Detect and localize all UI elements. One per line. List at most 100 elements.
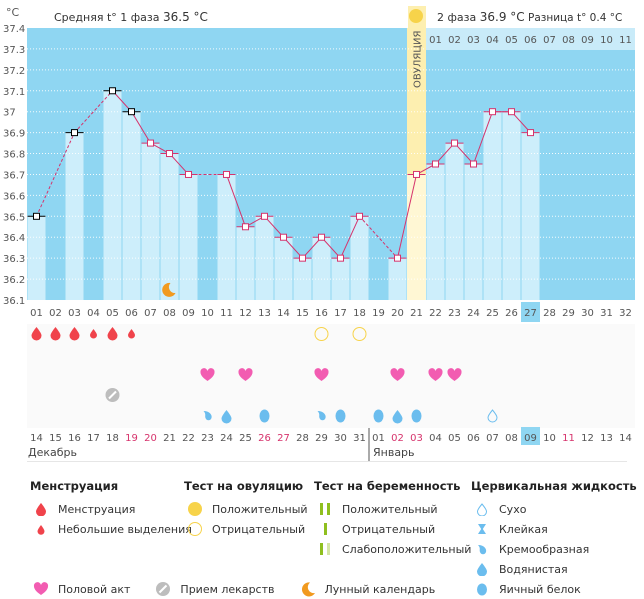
temperature-bar <box>103 90 122 301</box>
x-tick-label: 18 <box>353 308 366 319</box>
phase2-day-label: 06 <box>524 35 537 46</box>
calendar-date: 17 <box>87 433 100 444</box>
phase2-day-label: 10 <box>600 35 613 46</box>
fluid-watery-icon <box>221 410 232 424</box>
calendar-date: 25 <box>239 433 252 444</box>
calendar-date: 26 <box>258 433 271 444</box>
calendar-date: 21 <box>163 433 176 444</box>
y-tick-label: 37.4 <box>3 24 25 35</box>
phase2-day-label: 02 <box>448 35 461 46</box>
temperature-bar <box>426 164 445 300</box>
x-tick-label: 03 <box>68 308 81 319</box>
y-tick-label: 37.3 <box>3 45 25 56</box>
calendar-date: 31 <box>353 433 366 444</box>
temperature-bar <box>274 237 293 300</box>
x-tick-label: 08 <box>163 308 176 319</box>
x-tick-label: 15 <box>296 308 309 319</box>
x-tick-label: 07 <box>144 308 157 319</box>
x-tick-label: 25 <box>486 308 499 319</box>
legend-item: Лунный календарь <box>297 579 435 599</box>
temperature-point <box>356 212 363 220</box>
calendar-date: 19 <box>125 433 138 444</box>
y-tick-label: 37 <box>3 108 16 119</box>
legend-cervical-fluid: Цервикальная жидкость Сухо Клейкая Кремо… <box>471 479 637 599</box>
month-label-january: Январь <box>373 446 415 459</box>
calendar-date: 06 <box>467 433 480 444</box>
today-highlight <box>521 427 540 445</box>
legend-title: Тест на овуляцию <box>184 479 304 493</box>
fluid-eggwhite-icon <box>411 409 422 423</box>
temperature-point <box>318 233 325 241</box>
x-tick-label: 11 <box>220 308 233 319</box>
divider <box>27 461 627 462</box>
temperature-bar <box>521 132 540 300</box>
calendar-date: 08 <box>505 433 518 444</box>
x-tick-label: 04 <box>87 308 100 319</box>
phase2-day-label: 04 <box>486 35 499 46</box>
heart-icon <box>447 368 462 381</box>
calendar-date: 11 <box>562 433 575 444</box>
temperature-bar <box>179 174 198 300</box>
phase2-day-band <box>426 28 635 50</box>
calendar-date: 13 <box>600 433 613 444</box>
ovulation-test-negative-icon <box>314 327 329 341</box>
x-tick-label: 01 <box>30 308 43 319</box>
blood-drop-icon <box>50 327 61 341</box>
calendar-date: 24 <box>220 433 233 444</box>
small-blood-drop-icon <box>30 523 52 535</box>
temperature-point <box>261 212 268 220</box>
ovulation-positive-icon <box>184 501 206 517</box>
temperature-bar <box>312 237 331 300</box>
temperature-point <box>223 170 230 178</box>
y-tick-label: 37.1 <box>3 87 25 98</box>
ovulation-test-negative-icon <box>352 327 367 341</box>
legend-item: Отрицательный <box>314 519 471 539</box>
heart-icon <box>314 368 329 381</box>
legend-item: Положительный <box>314 499 471 519</box>
calendar-date: 28 <box>296 433 309 444</box>
temperature-line-segment <box>473 111 493 165</box>
heart-icon <box>200 368 215 381</box>
fluid-dry-icon <box>471 502 493 516</box>
temperature-point <box>185 170 192 178</box>
temperature-bar <box>217 174 236 300</box>
y-tick-label: 36.8 <box>3 150 25 161</box>
calendar-date: 15 <box>49 433 62 444</box>
heart-icon <box>428 368 443 381</box>
month-label-december: Декабрь <box>28 446 77 459</box>
temp-difference-label: Разница t° 0.4 °C <box>528 12 622 24</box>
temperature-chart: ОВУЛЯЦИЯ Средняя t° 1 фаза 36.5 °C 2 фаз… <box>3 6 635 461</box>
temperature-line-segment <box>131 111 151 144</box>
x-tick-label: 28 <box>543 308 556 319</box>
temperature-point <box>527 129 534 137</box>
y-tick-label: 36.2 <box>3 275 25 286</box>
phase1-avg-label: Средняя t° 1 фаза 36.5 °C <box>54 10 208 24</box>
phase2-day-label: 11 <box>619 35 632 46</box>
legend-item: Половой акт <box>30 579 130 599</box>
temperature-bar <box>502 111 521 300</box>
fluid-watery-icon <box>471 562 493 576</box>
calendar-date: 14 <box>30 433 43 444</box>
phase1-header-box <box>27 6 408 28</box>
temperature-point <box>33 212 40 220</box>
calendar-date: 01 <box>372 433 385 444</box>
x-tick-label: 19 <box>372 308 385 319</box>
calendar-date: 12 <box>581 433 594 444</box>
temperature-bar <box>407 174 426 300</box>
fluid-creamy-icon <box>317 411 326 421</box>
legend-item: Небольшие выделения <box>30 519 192 539</box>
y-tick-label: 36.6 <box>3 191 25 202</box>
unit-label: °C <box>6 6 20 19</box>
temperature-bar <box>331 258 350 300</box>
calendar-date: 04 <box>429 433 442 444</box>
temperature-point <box>394 254 401 262</box>
temperature-point <box>280 233 287 241</box>
temperature-bar <box>160 153 179 300</box>
fluid-eggwhite-icon <box>335 409 346 423</box>
x-tick-label: 20 <box>391 308 404 319</box>
temperature-point <box>413 170 420 178</box>
calendar-date: 23 <box>201 433 214 444</box>
temperature-bar <box>483 111 502 300</box>
x-tick-label: 14 <box>277 308 290 319</box>
x-tick-label: 21 <box>410 308 423 319</box>
